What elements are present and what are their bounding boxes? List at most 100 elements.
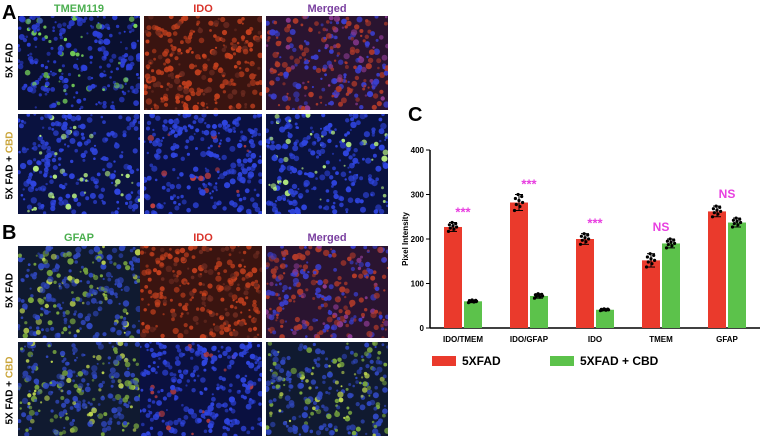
data-point [587,237,591,241]
data-point [446,229,451,233]
panel-b-col-ido: IDO [193,232,213,244]
x-tick-label: IDO/TMEM [443,335,483,344]
y-tick-label: 100 [411,280,425,289]
x-tick-label: GFAP [716,335,738,344]
micrograph-b-ido-5xfad [140,246,262,338]
pixel-intensity-bar-chart: 0 100 200 300 400 Pixel Intensity IDO/TMEM *** I… [401,146,760,368]
data-point [669,240,673,244]
data-point [715,208,719,212]
micrograph-a-merged-cbd [266,114,388,214]
data-point [579,234,583,238]
data-point [580,238,584,242]
data-point [520,194,524,199]
data-point [730,225,735,229]
data-point [645,255,649,259]
data-point [739,220,743,225]
data-point [514,202,518,207]
data-point [716,212,720,216]
data-point [672,238,676,242]
micrograph-a-tmem119-cbd [18,114,140,214]
row-label-cbd: CBD [4,131,16,154]
panel-b-col-gfap: GFAP [64,232,94,244]
data-point [513,196,517,201]
panel-a-col-ido: IDO [193,3,213,15]
data-point [710,215,715,219]
bar-cbd [662,243,680,328]
data-point [665,239,669,243]
data-point [582,232,586,236]
significance-label: *** [521,177,537,192]
data-point [646,260,650,264]
data-point [541,294,545,298]
data-point [711,207,715,211]
bar-cbd [464,301,482,328]
y-tick-label: 400 [411,146,425,155]
x-tick-label: TMEM [649,335,673,344]
bar-5xfad [576,239,594,328]
row-label-main: 5X FAD + [4,153,16,200]
bar-5xfad [642,260,660,328]
data-point [518,204,522,209]
data-point [673,241,677,245]
data-point [736,223,740,227]
data-point [600,308,604,312]
bar-cbd [530,295,548,328]
panel-a-row-5xfad: 5X FAD [5,21,16,101]
bar-cbd [728,222,746,328]
legend-swatch-5xfad [432,356,456,366]
data-point [534,294,538,299]
data-point [652,253,656,257]
data-point [607,308,611,312]
data-point [448,226,452,230]
panel-b-col-merged: Merged [307,232,347,244]
data-point [650,262,654,266]
data-point [712,211,716,215]
data-point [644,265,649,269]
data-point [668,237,672,241]
y-tick-label: 200 [411,235,425,244]
data-point [447,223,451,227]
data-point [649,257,653,261]
micrograph-a-ido-cbd [144,114,262,214]
micrograph-a-merged-5xfad [266,16,388,110]
data-point [455,225,459,229]
data-point [450,220,454,225]
legend-label-cbd: 5XFAD + CBD [580,354,659,368]
y-tick-label: 0 [420,324,425,333]
data-point [732,222,736,226]
bar-cbd [596,309,614,328]
data-point [604,308,608,312]
data-point [648,252,652,256]
data-point [584,240,588,244]
data-point [512,208,517,213]
data-point [719,209,723,213]
data-point [454,222,458,226]
micrograph-b-merged-5xfad [266,246,388,338]
micrograph-b-ido-cbd [140,342,262,436]
row-label-cbd: CBD [4,356,16,379]
data-point [586,233,590,237]
data-point [666,243,670,247]
panel-b-row-5xfad-cbd: 5X FAD + CBD [5,341,16,441]
data-point [735,219,739,223]
data-point [472,300,476,304]
micrograph-b-gfap-cbd [18,342,140,436]
data-point [521,200,525,205]
legend-label-5xfad: 5XFAD [462,354,501,368]
micrograph-a-ido-5xfad [144,16,262,110]
row-label-main: 5X FAD [4,273,16,309]
x-tick-label: IDO [588,335,602,344]
data-point [738,217,742,221]
significance-label: *** [455,205,471,220]
data-point [516,192,520,197]
data-point [714,204,718,208]
panel-letter-c: C [408,104,423,126]
panel-letter-b: B [2,222,17,244]
row-label-main: 5X FAD [4,43,16,79]
bar-5xfad [708,211,726,328]
panel-a-col-tmem119: TMEM119 [53,3,105,15]
data-point [653,258,657,262]
y-tick-label: 300 [411,191,425,200]
x-tick-label: IDO/GFAP [510,335,549,344]
data-point [718,205,722,209]
